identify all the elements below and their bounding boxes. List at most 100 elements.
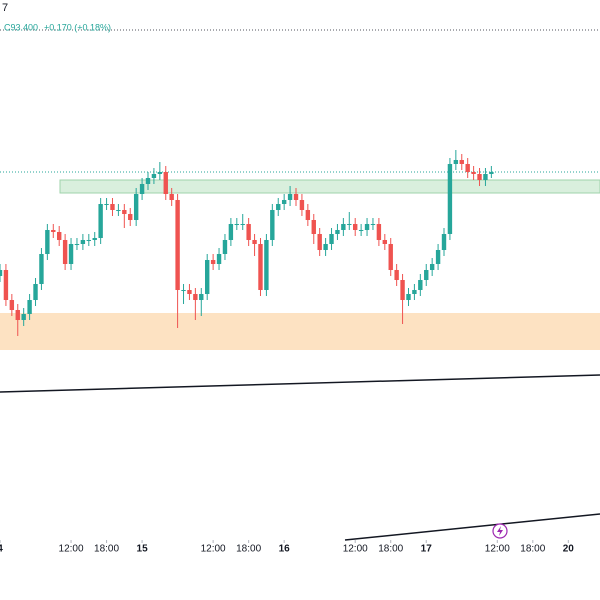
candle-body [169, 194, 174, 200]
candle-body [388, 244, 393, 270]
candle-body [276, 204, 281, 210]
candle-body [406, 294, 411, 300]
candle-body [453, 160, 459, 164]
candle-body [45, 230, 50, 254]
candle-body [234, 224, 240, 225]
candle-body [364, 224, 370, 230]
candle-body [435, 250, 441, 264]
candle-body [246, 224, 251, 240]
candle-body [270, 210, 275, 240]
candle-body [39, 254, 44, 284]
candle-body [441, 234, 447, 250]
x-tick-label: 12:00 [343, 544, 368, 555]
x-tick-label: 12:00 [485, 544, 510, 555]
candle-body [465, 164, 470, 172]
candle-body [210, 260, 216, 264]
candle-body [323, 244, 328, 250]
candle-body [216, 254, 222, 264]
candle-body [329, 234, 334, 244]
trend-line [0, 374, 600, 393]
candle-body [116, 210, 121, 211]
candle-body [299, 200, 305, 210]
candle-body [459, 160, 464, 164]
candle-body [92, 238, 97, 240]
candle-body [187, 290, 192, 294]
candle-body [335, 230, 340, 234]
candle-body [3, 270, 9, 300]
x-tick-label: 15 [137, 544, 149, 555]
x-tick-label: 20 [563, 544, 575, 555]
candle-body [287, 194, 293, 200]
candle-body [347, 224, 352, 225]
candle-body [68, 244, 74, 264]
trend-line [344, 513, 600, 541]
x-tick-label: 17 [421, 544, 433, 555]
candle-body [418, 280, 423, 290]
candle-body [57, 232, 62, 240]
candle-body [151, 174, 157, 178]
candle-body [15, 310, 20, 320]
candle-body [429, 264, 435, 270]
candle-body [341, 224, 346, 230]
candle-body [412, 290, 417, 294]
candle-body [21, 314, 26, 320]
candle-body [163, 172, 168, 194]
candle-body [358, 230, 364, 231]
candle-body [477, 174, 482, 180]
event-icon-bolt [497, 526, 503, 536]
candle-body [74, 244, 80, 245]
candle-body [382, 240, 388, 244]
candle-body [122, 210, 127, 214]
candle-body [311, 220, 316, 234]
candle-body [471, 172, 476, 174]
candle-body [293, 194, 299, 200]
x-tick-label: 12:00 [201, 544, 226, 555]
candle-body [62, 240, 68, 264]
candle-body [228, 224, 234, 240]
candle-body [205, 260, 210, 294]
candle-body [33, 284, 38, 300]
candle-body [447, 164, 453, 234]
candle-body [240, 224, 245, 225]
candle-body [394, 270, 399, 280]
candle-body [98, 204, 103, 238]
candle-body [258, 244, 263, 290]
candle-body [27, 300, 32, 314]
candle-body [145, 178, 151, 184]
candle-body [110, 204, 115, 210]
candle-body [139, 184, 145, 194]
x-tick-label: 18:00 [236, 544, 261, 555]
candle-body [370, 224, 376, 225]
candle-body [264, 240, 269, 290]
candle-body [193, 294, 198, 300]
candle-body [128, 214, 133, 220]
candle-body [199, 294, 204, 300]
candle-body [252, 240, 257, 244]
candle-body [157, 172, 163, 174]
support-zone [0, 313, 600, 350]
candle-body [0, 270, 3, 276]
candle-body [181, 290, 186, 291]
symbol-fragment: 7 [2, 2, 8, 14]
candle-body [80, 240, 86, 244]
candle-body [353, 224, 358, 230]
candle-body [489, 172, 494, 174]
resistance-zone [59, 179, 600, 194]
candle-body [175, 200, 180, 290]
candle-body [222, 240, 228, 254]
x-tick-label: 12:00 [59, 544, 84, 555]
candle-body [281, 200, 287, 204]
candle-body [305, 210, 311, 220]
candle-body [317, 234, 322, 250]
candle-body [104, 204, 109, 205]
x-tick-label: 18:00 [94, 544, 119, 555]
candle-body [483, 174, 488, 180]
candle-body [51, 230, 56, 232]
close-label: C93.400 [4, 22, 38, 32]
x-tick-label: 4 [0, 544, 3, 555]
candle-body [9, 300, 15, 310]
x-tick-label: 18:00 [378, 544, 403, 555]
candle-body [133, 194, 139, 220]
